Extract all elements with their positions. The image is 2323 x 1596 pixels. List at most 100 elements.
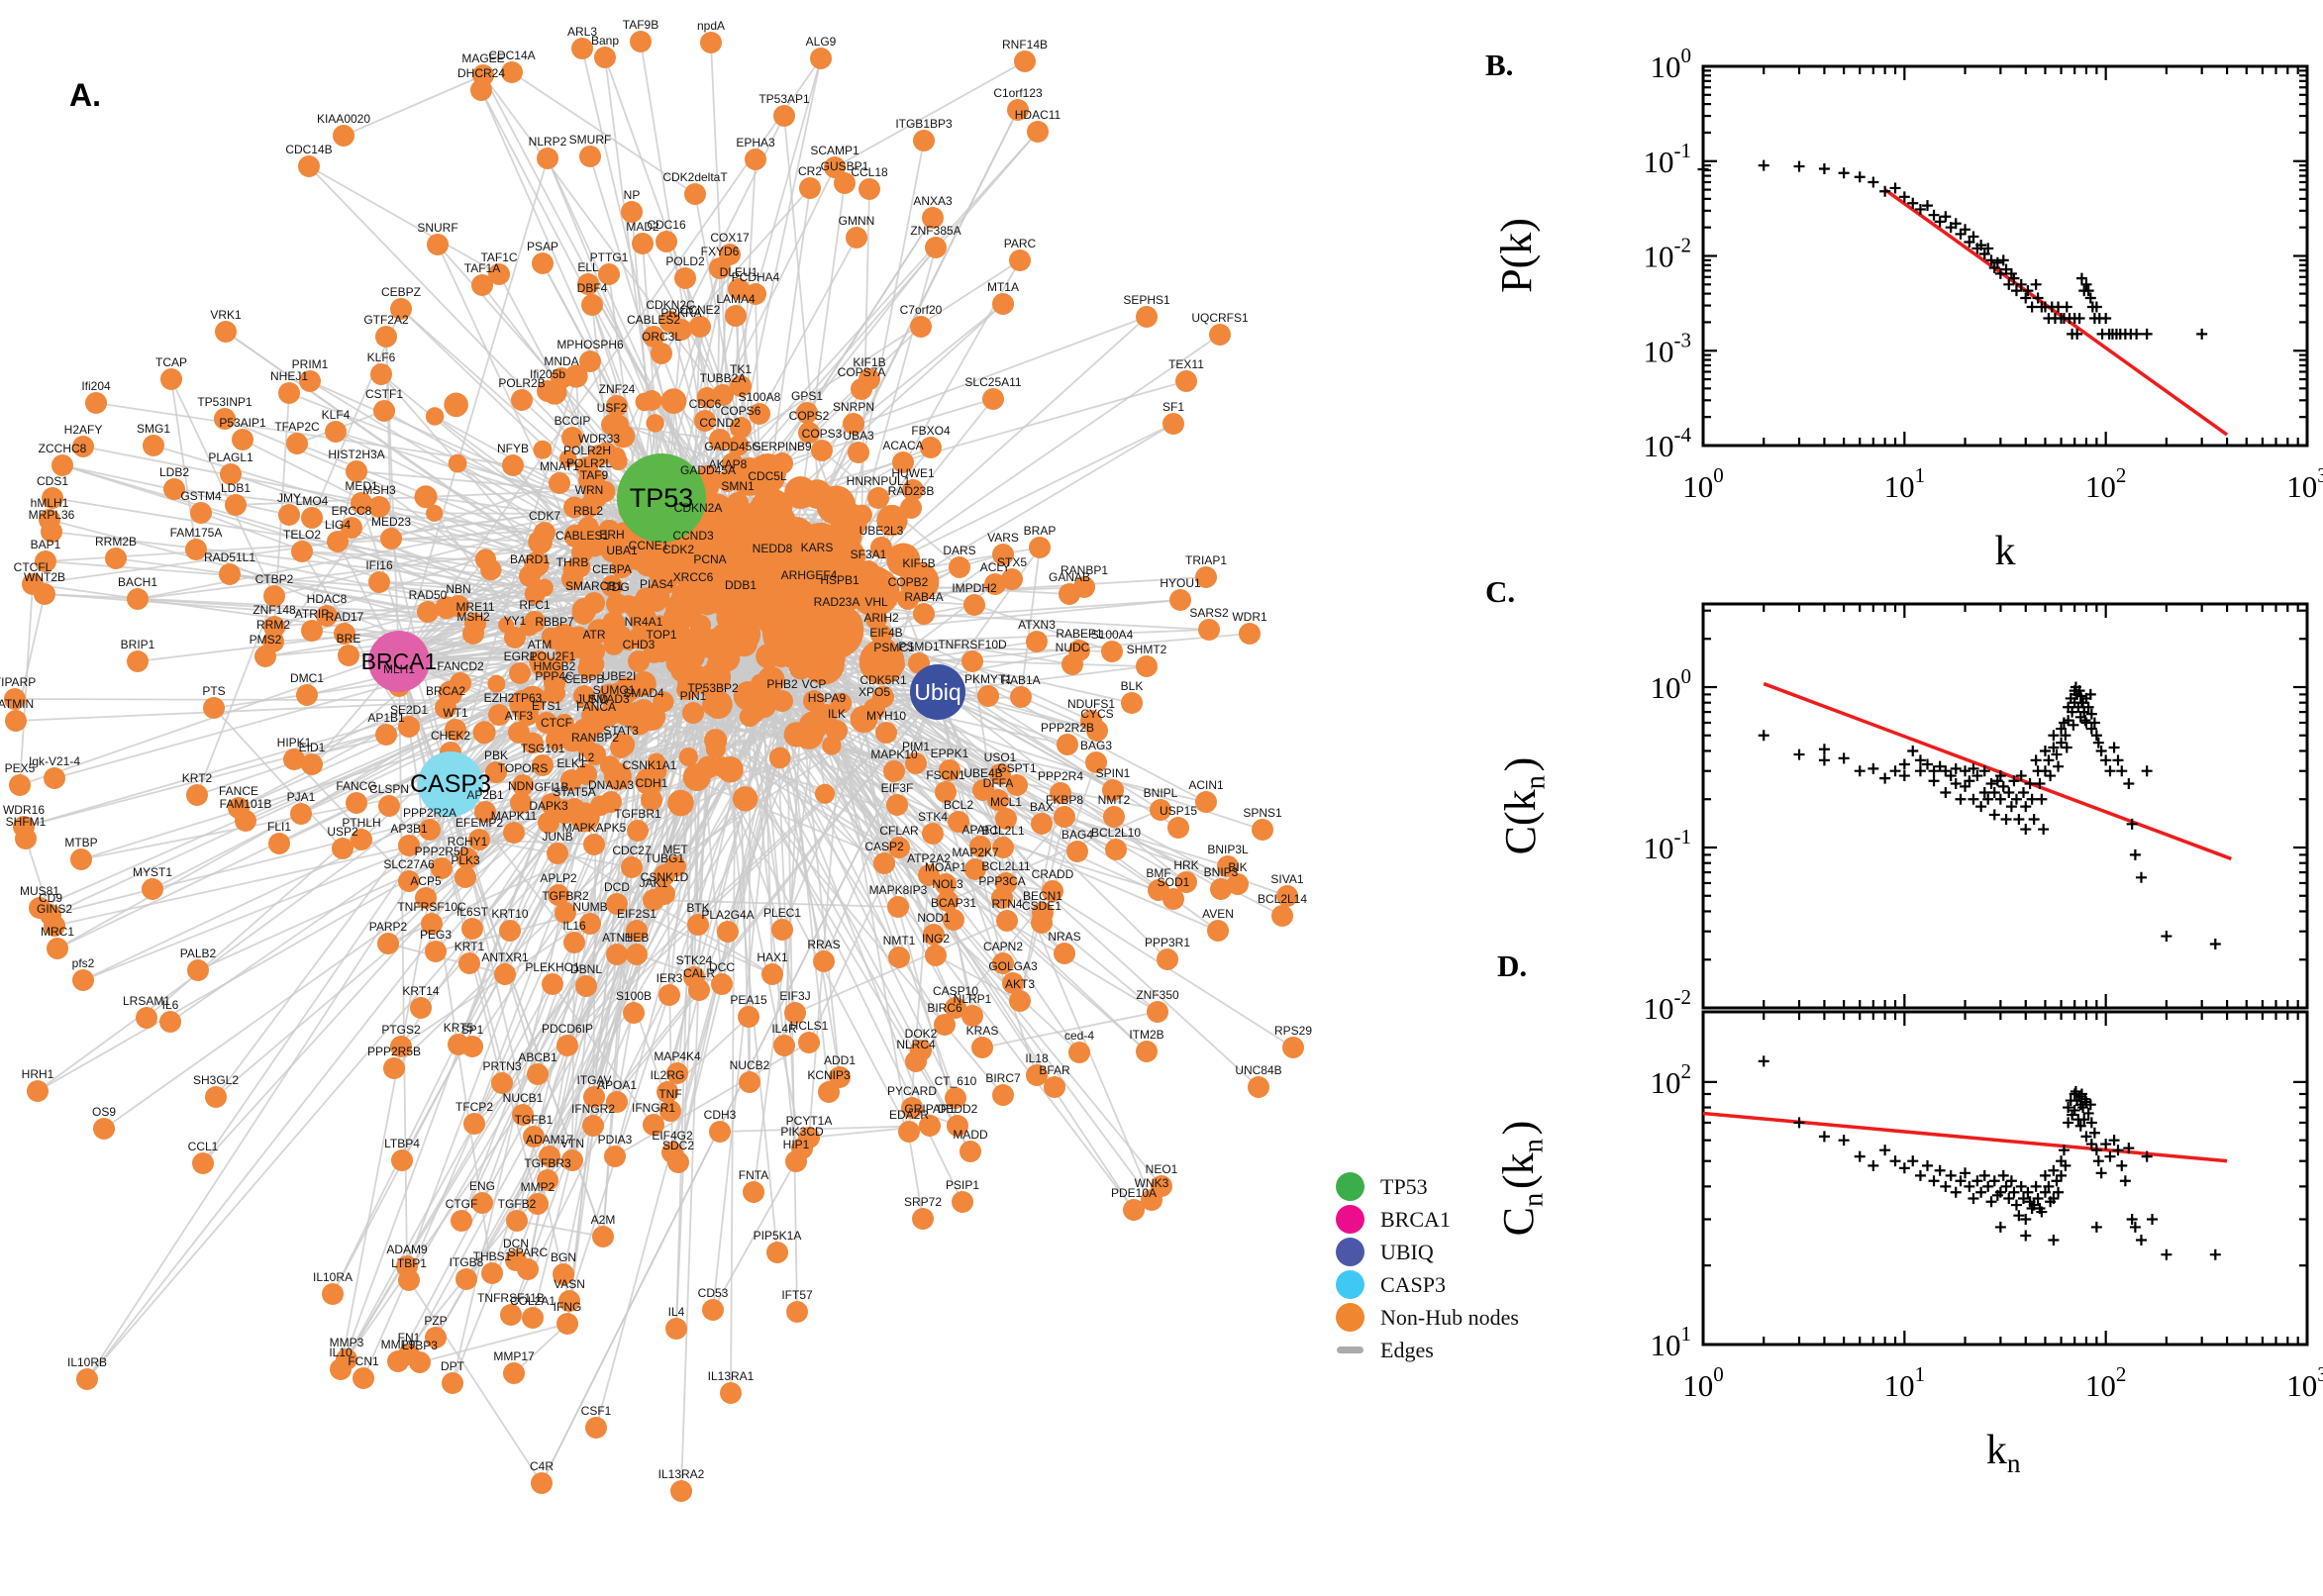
network-node [390,298,412,320]
network-node-label: EID1 [299,741,326,754]
network-node-label: MAPK11 [491,809,538,823]
network-node [682,542,704,563]
network-node-label: POLR2H [563,444,611,457]
network-node [503,1362,525,1384]
network-node-label: DARS [943,544,975,557]
network-node [301,620,323,642]
network-node [604,1146,626,1167]
network-node [296,684,318,706]
network-node [481,1262,503,1284]
network-node [858,560,879,582]
network-node [992,1084,1014,1106]
network-node [961,650,983,672]
network-node-label: GFI1B [535,780,569,794]
axis-tick-labels: 10-2 10-1 100 [1644,664,1692,1026]
network-node-label: IL4R [771,1022,797,1036]
network-node-label: hMLH1 [31,496,69,510]
network-node-label: TAF9 [580,468,609,482]
network-node-label: MTBP [64,836,97,849]
network-node-label: npdA [697,19,725,33]
network-node-label: IL13RA2 [658,1467,705,1481]
network-node-label: PTGS2 [381,1023,421,1037]
network-node [1136,1041,1158,1062]
network-node-label: SPARC [508,1246,549,1259]
network-node-label: HIST2H3A [328,448,384,461]
network-node-label: BNIPL [1144,786,1178,800]
network-node [186,784,208,806]
network-node [667,555,689,577]
network-node [611,556,633,578]
network-node-label: WT1 [443,706,468,720]
network-node-label: TFAP2C [274,420,320,434]
network-node [301,507,323,529]
network-node-label: SLC27A6 [383,857,435,871]
network-node [9,774,31,796]
network-node-label: PPP4C [535,669,574,683]
panel-d-label: D. [1497,948,1528,983]
network-node [918,864,940,886]
network-node [127,588,149,610]
network-node-label: TUBG1 [645,851,684,865]
network-node-label: SMN1 [721,479,755,493]
network-node-label: MAP4K4 [654,1049,701,1063]
network-node-label: ITGAV [576,1073,611,1087]
node-swatch-icon [1336,1172,1364,1201]
network-node-label: CHD3 [623,638,656,651]
network-node [846,227,867,249]
network-node [949,556,970,578]
network-node-label: TFCP2 [455,1100,493,1114]
network-node [722,452,744,474]
network-node-label: FSCN1 [926,768,965,782]
network-node-label: CDKN2A [674,501,723,515]
network-node [646,590,667,612]
network-node [875,722,897,744]
network-node-label: USO1 [984,750,1017,764]
network-node-label: IL10 [329,1346,353,1359]
network-node-label: P53AIP1 [219,416,266,430]
network-node-label: LAMA4 [716,292,756,306]
network-node [368,571,390,593]
network-node-label: TOP1 [646,628,676,642]
network-node-label: SMARCB1 [565,579,623,593]
network-node-label: KIAA0020 [317,112,370,126]
network-node [334,623,355,645]
network-node-label: CDH1 [636,776,668,790]
network-node-label: APLP2 [540,871,577,885]
network-node [996,910,1018,932]
network-node-label: KCNIP3 [807,1068,851,1082]
network-node [299,370,321,392]
network-node-label: PEA15 [730,993,767,1007]
network-node [527,1063,549,1085]
network-node-label: FNTA [739,1168,768,1182]
network-node-label: SHMT2 [1127,643,1167,656]
network-node [458,952,480,974]
legend-item-casp3: CASP3 [1336,1268,1519,1301]
network-node [488,263,510,285]
network-node [1175,370,1197,392]
network-node-label: XRCC6 [673,570,714,584]
network-node [1002,972,1024,994]
network-node [76,1368,98,1390]
network-node [51,454,73,476]
network-node [948,811,969,833]
network-node [187,959,209,981]
network-node [745,149,766,170]
network-node-label: CEBPB [564,672,605,686]
network-node-label: MMP3 [330,1336,364,1349]
network-node [1175,871,1197,893]
network-node [159,1011,181,1033]
network-node [517,704,539,726]
network-node [1059,583,1080,605]
network-node-label: C7orf20 [900,303,943,317]
network-node-label: PJA1 [287,790,316,804]
network-node [332,838,354,859]
network-node-label: PSMD1 [898,640,940,653]
network-node [539,1146,560,1167]
network-node-label: LTBP1 [391,1256,427,1270]
network-node [1141,1189,1162,1211]
network-node [455,1268,477,1290]
network-node-label: EIF4G2 [652,1129,693,1143]
network-node [1167,817,1189,839]
network-node-label: NOD1 [917,911,951,925]
network-node-label: PCNA [693,552,726,566]
